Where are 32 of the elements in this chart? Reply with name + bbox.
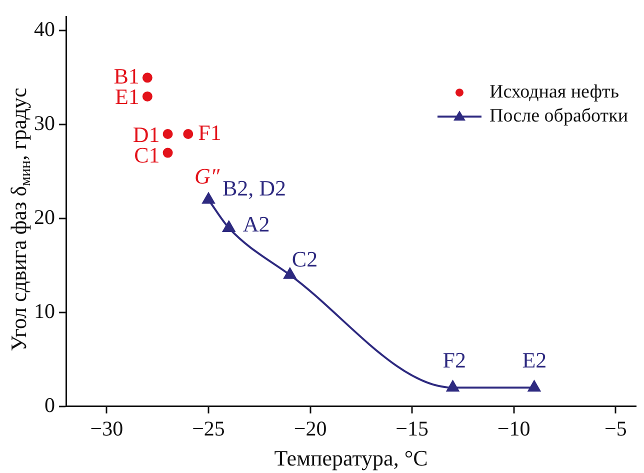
y-tick-label: 10 (34, 298, 55, 323)
y-tick-label: 40 (34, 17, 55, 42)
legend-label: Исходная нефть (489, 82, 620, 103)
annotation: F2 (442, 347, 466, 372)
x-tick-label: −30 (90, 416, 124, 441)
x-tick-label: −20 (294, 416, 327, 441)
point (284, 268, 296, 279)
annotation: G″ (194, 164, 220, 189)
annotation: E2 (522, 347, 547, 372)
x-tick-label: −10 (497, 416, 530, 441)
point (528, 380, 540, 392)
annotation: A2 (242, 212, 270, 237)
x-tick-label: −15 (396, 416, 428, 441)
annotation: C2 (292, 246, 318, 272)
annotation: B2, D2 (222, 176, 286, 201)
y-axis-title: Угол сдвига фаз δмин, градус (6, 87, 34, 352)
point (446, 380, 459, 392)
point (142, 91, 152, 102)
point (202, 192, 215, 204)
point (142, 72, 152, 83)
point (162, 129, 173, 140)
annotation: F1 (198, 120, 222, 145)
y-tick-label: 30 (34, 111, 55, 136)
y-tick-label: 0 (44, 392, 55, 417)
point (183, 129, 194, 140)
x-tick-label: −5 (604, 416, 627, 441)
point (222, 220, 236, 232)
x-axis-title: Температура, °C (274, 446, 428, 471)
point (162, 148, 173, 158)
legend-label: После обработки (489, 106, 628, 127)
x-tick-label: −25 (192, 416, 225, 441)
y-tick-label: 20 (34, 205, 55, 230)
